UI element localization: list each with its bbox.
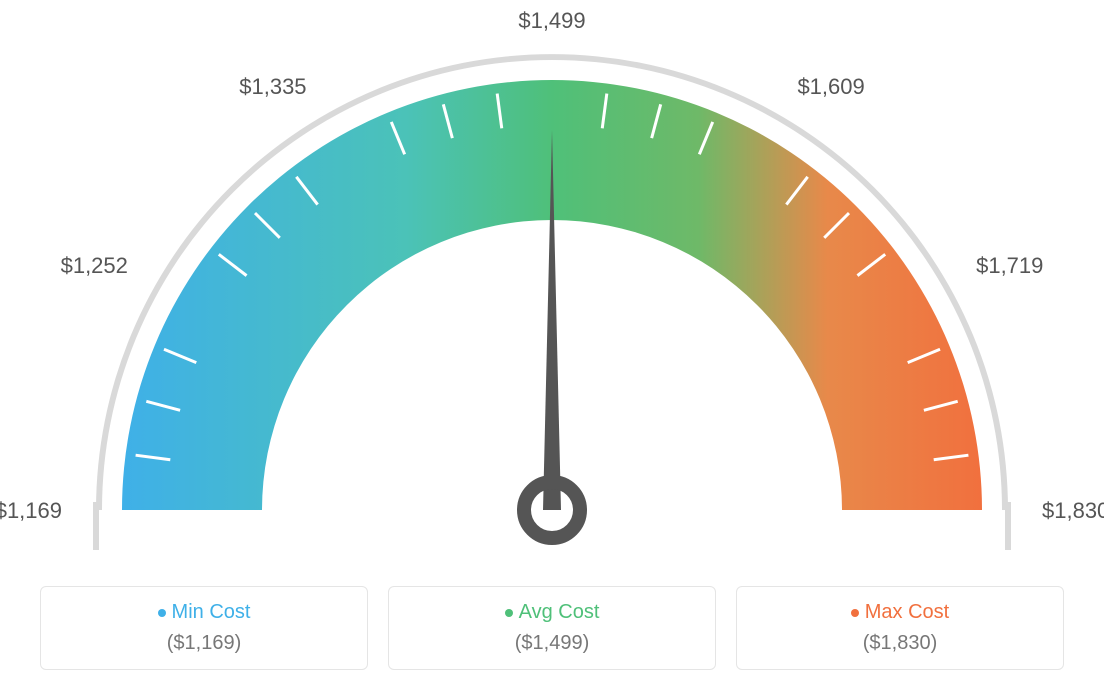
scale-label: $1,499 bbox=[512, 8, 592, 34]
legend-avg-title-text: Avg Cost bbox=[519, 601, 600, 623]
legend-avg-value: ($1,499) bbox=[399, 632, 705, 655]
legend-min-title: Min Cost bbox=[51, 601, 357, 624]
legend-min-value: ($1,169) bbox=[51, 632, 357, 655]
legend-max-title: Max Cost bbox=[747, 601, 1053, 624]
legend-max-title-text: Max Cost bbox=[865, 601, 949, 623]
scale-label: $1,252 bbox=[48, 253, 128, 279]
legend-avg-dot bbox=[505, 609, 513, 617]
legend-max: Max Cost ($1,830) bbox=[736, 586, 1064, 670]
scale-label: $1,719 bbox=[976, 253, 1056, 279]
legend-min-title-text: Min Cost bbox=[172, 601, 251, 623]
legend-min-dot bbox=[158, 609, 166, 617]
legend-avg-title: Avg Cost bbox=[399, 601, 705, 624]
legend-min: Min Cost ($1,169) bbox=[40, 586, 368, 670]
scale-label: $1,830 bbox=[1042, 498, 1104, 524]
gauge-svg bbox=[0, 0, 1104, 560]
legend-row: Min Cost ($1,169) Avg Cost ($1,499) Max … bbox=[0, 586, 1104, 670]
chart-container: $1,169 $1,252 $1,335 $1,499 $1,609 $1,719 $1,8… bbox=[0, 0, 1104, 690]
legend-max-value: ($1,830) bbox=[747, 632, 1053, 655]
scale-label: $1,335 bbox=[227, 74, 307, 100]
scale-label: $1,169 bbox=[0, 498, 62, 524]
legend-avg: Avg Cost ($1,499) bbox=[388, 586, 716, 670]
scale-label: $1,609 bbox=[797, 74, 877, 100]
gauge-chart: $1,169 $1,252 $1,335 $1,499 $1,609 $1,719 $1,8… bbox=[0, 0, 1104, 560]
legend-max-dot bbox=[851, 609, 859, 617]
